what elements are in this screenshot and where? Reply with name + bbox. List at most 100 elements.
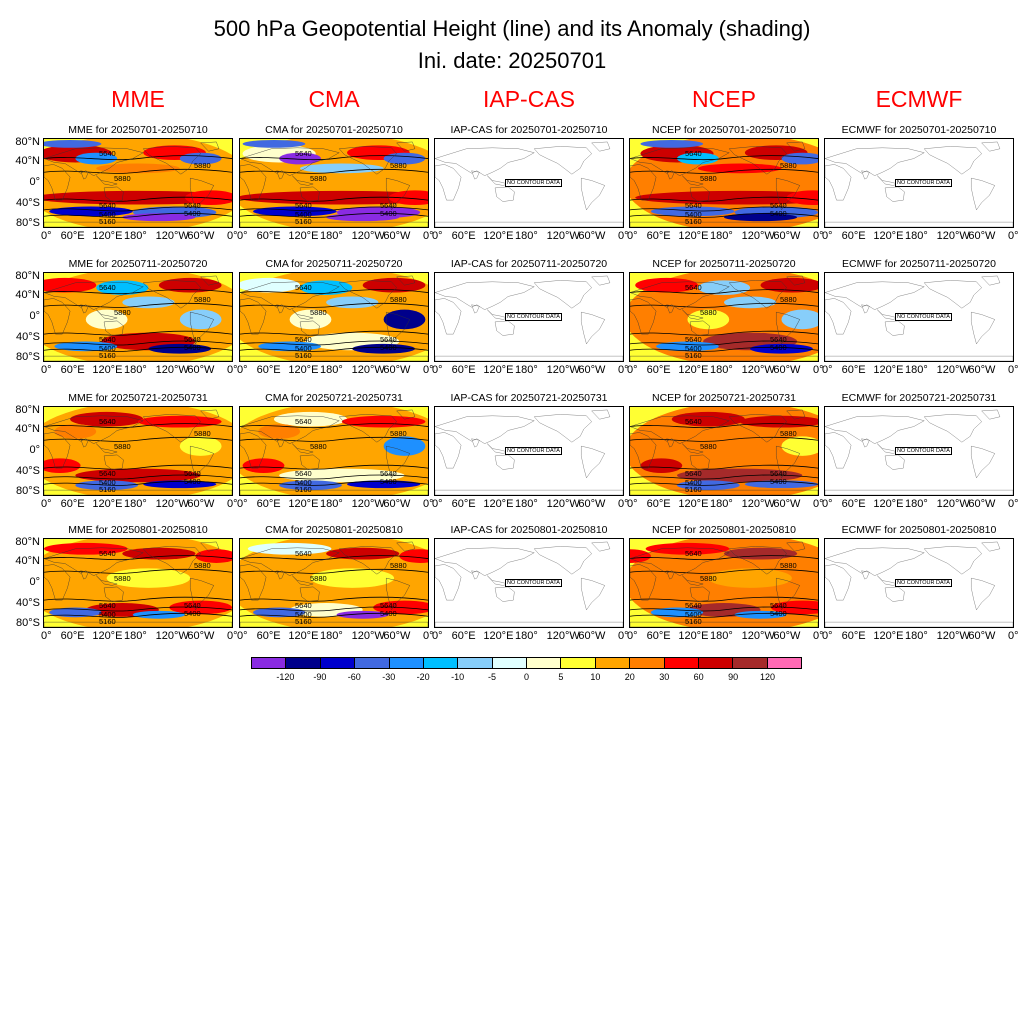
longitude-label: 120°W bbox=[155, 498, 189, 510]
longitude-label: 180° bbox=[320, 230, 343, 242]
height-contour-line bbox=[240, 302, 428, 308]
coastline bbox=[299, 586, 320, 602]
coastline bbox=[435, 281, 535, 310]
no-contour-data-label: NO CONTOUR DATA bbox=[895, 313, 952, 321]
coastline bbox=[630, 221, 818, 227]
coastline bbox=[338, 280, 397, 309]
contour-label: 5400 bbox=[770, 477, 787, 486]
colorbar-swatch bbox=[252, 658, 287, 668]
longitude-label: 120°E bbox=[92, 498, 123, 510]
coastline bbox=[533, 546, 592, 575]
anomaly-region bbox=[122, 547, 196, 560]
coastline bbox=[682, 309, 704, 320]
longitude-label: 60°E bbox=[451, 498, 476, 510]
coastline bbox=[240, 355, 428, 361]
coastline bbox=[825, 147, 925, 176]
coastline bbox=[396, 275, 416, 286]
coastline bbox=[292, 443, 314, 454]
height-contour-line bbox=[630, 480, 818, 486]
contour-label: 5880 bbox=[194, 295, 211, 304]
height-contour-line bbox=[630, 168, 818, 174]
anomaly-map-svg bbox=[240, 407, 428, 495]
map-panel-mme-3: 5640 5880 5640 5400 5160 5640 5400 5880 bbox=[43, 406, 233, 496]
coastline bbox=[435, 221, 623, 227]
colorbar-tick-label: 120 bbox=[760, 672, 776, 682]
longitude-label: 120°E bbox=[678, 364, 709, 376]
contour-label: 5640 bbox=[685, 283, 702, 292]
map-panel-ecmwf-4: NO CONTOUR DATA bbox=[824, 538, 1014, 628]
anomaly-region bbox=[677, 152, 719, 165]
height-contour-line bbox=[630, 423, 818, 429]
coastline bbox=[142, 414, 201, 443]
map-panel-iap-cas-1: NO CONTOUR DATA bbox=[434, 138, 624, 228]
coastline bbox=[435, 547, 535, 576]
coastline bbox=[190, 311, 215, 345]
coastline bbox=[435, 621, 623, 627]
map-panel-mme-1: 5640 5880 5640 5400 5160 5640 5400 5880 bbox=[43, 138, 233, 228]
latitude-label: 40°S bbox=[16, 596, 40, 609]
anomaly-map-svg bbox=[44, 407, 232, 495]
anomaly-region bbox=[347, 480, 421, 489]
anomaly-region bbox=[750, 343, 813, 354]
latitude-label: 0° bbox=[29, 444, 40, 456]
coastline bbox=[471, 570, 480, 580]
height-contour-line bbox=[630, 436, 818, 442]
panel-title: IAP-CAS for 20250711-20250720 bbox=[450, 258, 608, 270]
panel-title: CMA for 20250701-20250710 bbox=[265, 124, 403, 136]
anomaly-map-svg bbox=[630, 139, 818, 227]
contour-label: 5160 bbox=[295, 217, 312, 226]
longitude-label: 180° bbox=[710, 498, 733, 510]
map-panel-iap-cas-4: NO CONTOUR DATA bbox=[434, 538, 624, 628]
anomaly-region bbox=[96, 163, 180, 174]
coastline bbox=[494, 454, 515, 470]
coastline bbox=[923, 546, 982, 575]
map-panel-iap-cas-3: NO CONTOUR DATA bbox=[434, 406, 624, 496]
longitude-label: 0° bbox=[1008, 230, 1019, 242]
height-contour-line bbox=[240, 168, 428, 174]
longitude-label: 0° bbox=[618, 498, 629, 510]
contour-label: 5880 bbox=[310, 574, 327, 583]
coastline bbox=[861, 170, 870, 180]
longitude-label: 120°E bbox=[92, 364, 123, 376]
height-contour-line bbox=[630, 340, 818, 346]
anomaly-region bbox=[630, 549, 651, 563]
coastline bbox=[435, 298, 462, 335]
anomaly-region bbox=[158, 277, 222, 293]
coastline bbox=[386, 177, 411, 211]
longitude-label: 120°W bbox=[741, 364, 775, 376]
contour-label: 5400 bbox=[99, 210, 116, 219]
contour-label: 5880 bbox=[390, 161, 407, 170]
coastline bbox=[396, 141, 416, 152]
contour-label: 5400 bbox=[99, 344, 116, 353]
coastline bbox=[581, 445, 605, 479]
height-contour-line bbox=[240, 330, 428, 336]
map-panel-mme-2: 5640 5880 5640 5400 5160 5640 5400 5880 bbox=[43, 272, 233, 362]
height-contour-line bbox=[630, 206, 818, 212]
coastline bbox=[276, 438, 285, 448]
panel-title: NCEP for 20250721-20250731 bbox=[651, 392, 796, 404]
contour-label: 5640 bbox=[770, 201, 787, 210]
longitude-label: 60°W bbox=[968, 498, 996, 510]
contour-label: 5880 bbox=[114, 174, 131, 183]
longitude-label: 60°E bbox=[646, 364, 671, 376]
figure-title: 500 hPa Geopotential Height (line) and i… bbox=[213, 16, 811, 41]
longitude-label: 60°W bbox=[968, 230, 996, 242]
contour-label: 5640 bbox=[184, 469, 201, 478]
longitude-label: 60°E bbox=[646, 498, 671, 510]
longitude-label: 0° bbox=[237, 498, 248, 510]
coastline bbox=[386, 445, 411, 479]
coastline bbox=[240, 621, 428, 627]
contour-label: 5640 bbox=[770, 335, 787, 344]
contour-label: 5640 bbox=[99, 601, 116, 610]
colorbar bbox=[251, 657, 802, 669]
longitude-label: 0° bbox=[227, 364, 238, 376]
longitude-label: 0° bbox=[432, 498, 443, 510]
longitude-label: 60°E bbox=[256, 364, 281, 376]
coastline bbox=[689, 320, 710, 336]
longitude-label: 180° bbox=[124, 230, 147, 242]
height-contour-line bbox=[630, 346, 818, 352]
coastline bbox=[981, 275, 1001, 286]
coastline bbox=[396, 541, 416, 552]
longitude-label: 60°W bbox=[187, 498, 215, 510]
coastline bbox=[689, 454, 710, 470]
